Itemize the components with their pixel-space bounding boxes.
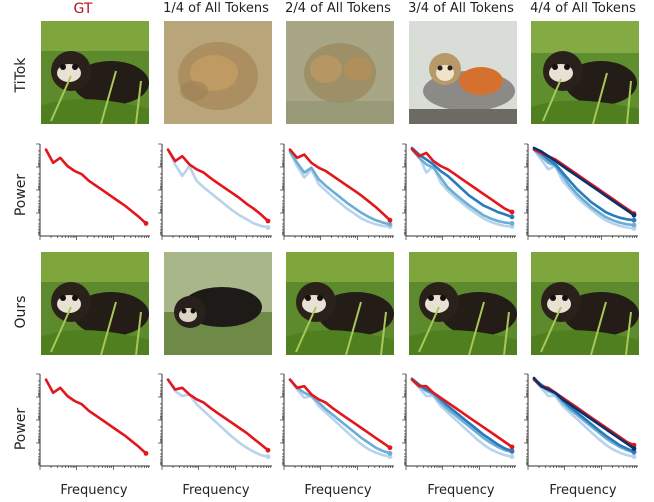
image-titok-quarter-4-ferret: [531, 21, 639, 124]
row-label-power-2: Power: [13, 407, 29, 451]
spectrum-plot-ours-quarter-4: [524, 370, 642, 470]
spectrum-series-end-point: [509, 454, 515, 460]
spectrum-series-line: [166, 148, 270, 229]
spectrum-series-line: [288, 378, 392, 455]
x-axis-label-quarter-1: Frequency: [182, 483, 250, 498]
row-label-titok: TiTok: [13, 57, 29, 93]
spectrum-series-end-point: [509, 224, 515, 230]
column-title-gt: GT: [73, 1, 93, 17]
spectrum-plot-titok-quarter-2: [280, 140, 398, 240]
spectrum-series-line: [166, 378, 270, 452]
x-axis-label-quarter-3: Frequency: [427, 483, 495, 498]
spectrum-series-line: [532, 146, 636, 217]
spectrum-series-line: [410, 146, 514, 219]
spectrum-series-end-point: [509, 214, 515, 220]
spectrum-series-line: [532, 148, 636, 230]
image-ours-quarter-1-ferret-variant: [164, 252, 272, 355]
spectrum-series-line: [288, 150, 392, 228]
spectrum-plot-svg: [280, 373, 394, 470]
spectrum-plot-svg: [524, 143, 638, 240]
spectrum-plot-svg: [524, 373, 638, 470]
spectrum-plot-svg: [36, 143, 150, 240]
column-title-quarter-3: 3/4 of All Tokens: [408, 1, 514, 16]
spectrum-plot-svg: [36, 373, 150, 470]
spectrum-series-end-point: [265, 447, 271, 453]
spectrum-series-end-point: [631, 217, 637, 223]
plot-axes: [39, 374, 150, 467]
spectrum-series-line: [288, 378, 392, 449]
spectrum-series-end-point: [631, 212, 637, 218]
spectrum-series-end-point: [509, 221, 515, 226]
x-axis-label-gt: Frequency: [60, 483, 128, 498]
spectrum-series-line: [410, 378, 514, 449]
spectrum-series-line: [410, 378, 514, 458]
image-ours-quarter-2-ferret: [286, 252, 394, 355]
spectrum-series-line: [532, 378, 636, 454]
spectrum-series-end-point: [143, 451, 149, 456]
spectrum-series-end-point: [509, 209, 515, 215]
spectrum-plot-ours-quarter-1: [158, 370, 276, 470]
spectrum-series-line: [44, 378, 148, 455]
spectrum-series-end-point: [387, 451, 393, 456]
x-axis-label-quarter-4: Frequency: [549, 483, 617, 498]
spectrum-plot-svg: [402, 373, 516, 470]
spectrum-series-end-point: [387, 221, 393, 227]
spectrum-series-line: [532, 148, 636, 227]
spectrum-plot-titok-quarter-4: [524, 140, 642, 240]
spectrum-series-end-point: [387, 454, 393, 460]
spectrum-plot-svg: [158, 143, 272, 240]
spectrum-series-end-point: [631, 222, 637, 228]
spectrum-series-end-point: [509, 444, 515, 450]
x-axis-label-quarter-2: Frequency: [304, 483, 372, 498]
spectrum-series-line: [410, 378, 514, 454]
column-title-quarter-2: 2/4 of All Tokens: [285, 1, 391, 16]
spectrum-series-end-point: [509, 448, 515, 454]
plot-axes: [283, 144, 394, 237]
spectrum-plot-ours-quarter-3: [402, 370, 520, 470]
spectrum-plot-titok-quarter-3: [402, 140, 520, 240]
column-title-quarter-1: 1/4 of All Tokens: [163, 1, 269, 16]
spectrum-series-line: [532, 378, 636, 458]
spectrum-series-line: [410, 148, 514, 225]
image-titok-quarter-2-blob: [286, 21, 394, 124]
spectrum-series-line: [166, 378, 270, 458]
spectrum-series-end-point: [631, 446, 637, 451]
spectrum-series-line: [44, 148, 148, 225]
plot-axes: [39, 144, 150, 237]
spectrum-plot-svg: [402, 143, 516, 240]
spectrum-plot-svg: [158, 373, 272, 470]
spectrum-series-end-point: [265, 218, 271, 224]
spectrum-series-line: [532, 146, 636, 222]
spectrum-series-line: [288, 150, 392, 226]
spectrum-series-line: [410, 147, 514, 214]
row-label-ours: Ours: [13, 295, 29, 329]
column-title-quarter-4: 4/4 of All Tokens: [530, 1, 636, 16]
spectrum-series-end-point: [265, 454, 271, 460]
image-ours-gt-ferret: [41, 252, 149, 355]
spectrum-plot-ours-gt: [36, 370, 154, 470]
image-ours-quarter-4-ferret: [531, 252, 639, 355]
row-label-power-1: Power: [13, 173, 29, 217]
spectrum-series-end-point: [265, 225, 271, 230]
spectrum-series-line: [166, 148, 270, 223]
image-titok-gt-ferret: [41, 21, 149, 124]
spectrum-plot-svg: [280, 143, 394, 240]
spectrum-plot-titok-quarter-1: [158, 140, 276, 240]
spectrum-series-end-point: [387, 445, 393, 451]
image-ours-quarter-3-ferret: [409, 252, 517, 355]
spectrum-series-end-point: [631, 226, 637, 231]
spectrum-series-end-point: [631, 449, 637, 455]
image-titok-quarter-3-monkey: [409, 21, 517, 124]
image-titok-quarter-1-blob: [164, 21, 272, 124]
spectrum-series-line: [410, 148, 514, 228]
spectrum-plot-ours-quarter-2: [280, 370, 398, 470]
spectrum-series-line: [288, 148, 392, 222]
spectrum-plot-titok-gt: [36, 140, 154, 240]
spectrum-series-line: [532, 376, 636, 450]
spectrum-series-line: [410, 377, 514, 453]
spectrum-series-end-point: [143, 221, 149, 226]
spectrum-series-end-point: [631, 454, 637, 460]
spectrum-series-end-point: [387, 217, 393, 223]
spectrum-series-line: [288, 378, 392, 458]
